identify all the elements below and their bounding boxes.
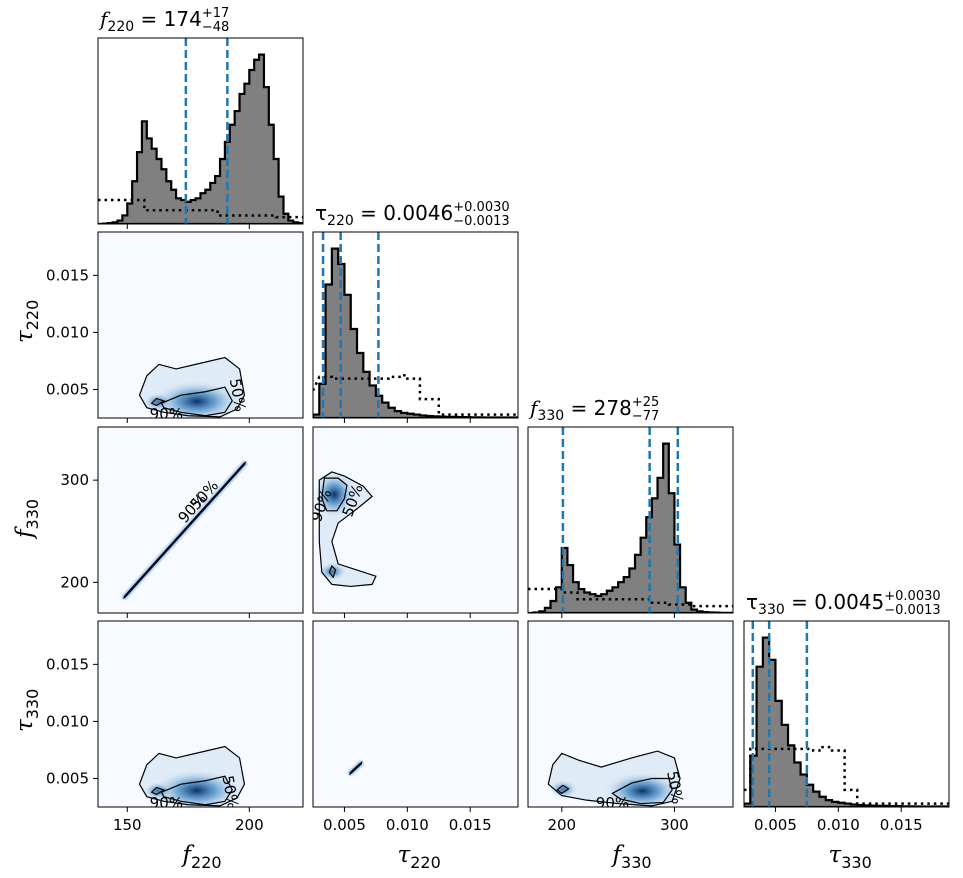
prior-line xyxy=(98,198,303,219)
panel-3-2: 90% 50% 200 300 xyxy=(527,620,734,834)
y-tick-label-3-0: 0.005 xyxy=(46,769,89,787)
density-secondary xyxy=(548,780,577,799)
x-tick-label-2-1: 300 xyxy=(660,816,689,834)
panel-frame xyxy=(527,620,734,808)
y-tick-label-3-1: 0.010 xyxy=(46,712,89,730)
contour-label-0: 90% xyxy=(596,794,629,812)
panel-title-3: τ330 = 0.0045+0.0030 −0.0013 xyxy=(746,589,941,618)
y-axis-label-2: f330 xyxy=(12,499,42,540)
contour-90 xyxy=(547,750,681,807)
panel-title-1: τ220 = 0.0046+0.0030 −0.0013 xyxy=(315,200,510,229)
contour-label-0: 90% xyxy=(150,405,183,423)
y-tick-label-1-0: 0.005 xyxy=(46,380,89,398)
x-axis-label-2: f330 xyxy=(611,842,652,872)
contour-label-1: 50% xyxy=(663,770,687,806)
x-tick-label-1-1: 0.010 xyxy=(386,816,429,834)
panel-title-2: f330 = 278+25 −77 xyxy=(528,395,659,424)
panel-title-0: f220 = 174+17 −48 xyxy=(98,6,229,35)
panel-3-3: τ330 = 0.0045+0.0030 −0.0013 0.005 0.010 0.0… xyxy=(743,589,950,834)
y-tick-label-2-0: 200 xyxy=(60,573,89,591)
contour-50 xyxy=(160,775,233,806)
x-tick-label-1-0: 0.005 xyxy=(323,816,366,834)
density-secondary xyxy=(143,393,172,412)
panel-3-1: 0.005 0.010 0.015 xyxy=(312,620,519,834)
density-background xyxy=(98,427,303,613)
panel-frame xyxy=(527,426,734,614)
density-secondary xyxy=(143,782,172,801)
contour-label-0: 90% xyxy=(150,794,183,812)
contour-50 xyxy=(160,386,233,417)
contour-90 xyxy=(138,356,246,418)
y-tick-label-1-1: 0.010 xyxy=(46,323,89,341)
panel-0-0: f220 = 174+17 −48 xyxy=(97,6,304,229)
y-axis-label-3: τ330 xyxy=(12,689,42,732)
x-axis-label-3: τ330 xyxy=(829,842,872,872)
y-tick-label-3-2: 0.015 xyxy=(46,655,89,673)
panel-frame xyxy=(312,231,519,419)
x-axis-label-1: τ220 xyxy=(398,842,441,872)
x-tick-label-3-2: 0.015 xyxy=(880,816,923,834)
contour-label-1: 50% xyxy=(219,774,243,810)
panel-1-1: τ220 = 0.0046+0.0030 −0.0013 xyxy=(312,200,519,423)
y-tick-label-1-2: 0.015 xyxy=(46,266,89,284)
contour-50-secondary xyxy=(328,564,337,579)
y-axis-label-1: τ220 xyxy=(12,300,42,343)
panel-frame xyxy=(97,426,304,614)
panel-frame xyxy=(97,620,304,808)
contour-90 xyxy=(138,745,246,807)
density-core xyxy=(153,770,241,807)
histogram-bars xyxy=(528,442,733,613)
panel-3-0: 90% 50% 150 200 0.005 0.010 0.015 xyxy=(46,620,304,834)
prior-line xyxy=(313,373,518,416)
x-tick-label-2-0: 200 xyxy=(547,816,576,834)
contour-90 xyxy=(318,471,377,588)
contour-50-secondary xyxy=(150,786,166,796)
contour-50 xyxy=(611,777,673,805)
density-core xyxy=(153,381,241,418)
correlation-contour-b xyxy=(351,761,363,772)
panel-2-1: 90% 50% xyxy=(312,426,519,618)
panel-1-0: 90% 50% 0.005 0.010 0.015 xyxy=(46,231,304,423)
histogram-bars xyxy=(744,636,949,807)
correlation-contour-b xyxy=(125,461,247,595)
y-tick-label-2-1: 300 xyxy=(60,471,89,489)
correlation-contour-a xyxy=(348,765,360,776)
density-background xyxy=(313,621,518,807)
contour-50 xyxy=(321,477,348,512)
panel-frame xyxy=(312,426,519,614)
panel-frame xyxy=(312,620,519,808)
panel-2-2: f330 = 278+25 −77 xyxy=(527,395,734,618)
panel-frame xyxy=(743,620,950,808)
histogram-bars xyxy=(313,247,518,418)
contour-50-secondary xyxy=(150,397,166,407)
x-tick-label-3-1: 0.010 xyxy=(817,816,860,834)
density-core xyxy=(604,772,681,807)
histogram-bars xyxy=(98,53,303,224)
x-tick-label-0-0: 150 xyxy=(113,816,142,834)
panel-frame xyxy=(97,231,304,419)
x-tick-label-1-2: 0.015 xyxy=(449,816,492,834)
x-tick-label-0-1: 200 xyxy=(235,816,264,834)
contour-50-secondary xyxy=(556,784,570,795)
x-tick-label-3-0: 0.005 xyxy=(754,816,797,834)
x-axis-label-0: f220 xyxy=(181,842,222,872)
panel-frame xyxy=(97,37,304,225)
contour-label-1: 50% xyxy=(226,377,250,413)
